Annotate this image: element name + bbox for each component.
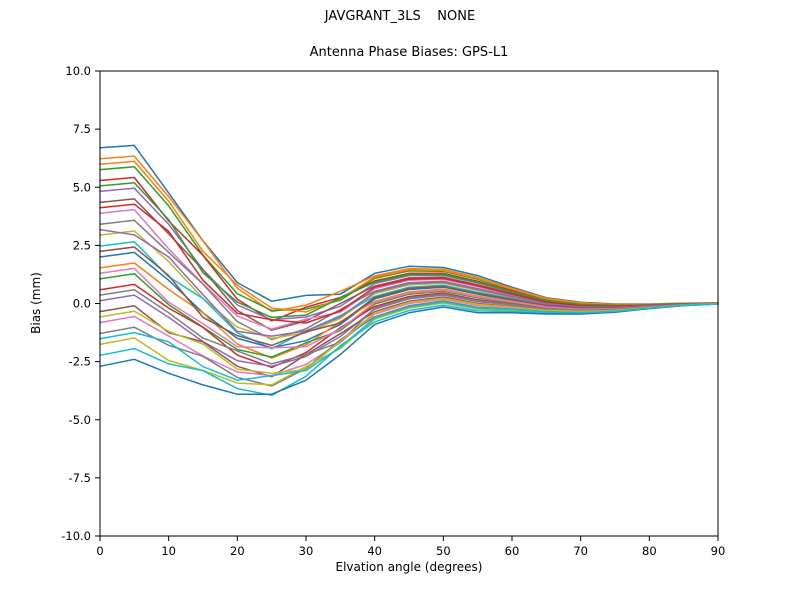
series-line-bias-19 <box>99 302 719 386</box>
x-tick-label: 70 <box>573 544 588 558</box>
x-tick-label: 90 <box>711 544 726 558</box>
series-line-bias-14 <box>99 283 719 369</box>
x-tick-label: 20 <box>230 544 245 558</box>
x-tick-label: 0 <box>96 544 103 558</box>
series-line-bias-24 <box>99 203 719 324</box>
y-tick-label: -2.5 <box>69 355 91 369</box>
series-line-bias-26 <box>99 246 719 347</box>
series-line-bias-29 <box>99 297 719 375</box>
y-tick-label: 7.5 <box>73 122 91 136</box>
x-tick-label: 60 <box>505 544 520 558</box>
series-line-bias-18 <box>99 300 719 387</box>
y-tick-label: 0.0 <box>73 297 91 311</box>
y-tick-label: -10.0 <box>61 529 91 543</box>
y-tick-label: -5.0 <box>69 413 91 427</box>
x-tick-label: 10 <box>161 544 176 558</box>
y-tick-label: 2.5 <box>73 238 91 252</box>
y-axis-label: Bias (mm) <box>29 272 43 334</box>
series-line-bias-30 <box>99 301 719 381</box>
series-line-bias-23 <box>99 182 719 319</box>
series-line-bias-05 <box>99 187 719 321</box>
series-line-bias-13 <box>99 272 719 358</box>
x-tick-label: 50 <box>436 544 451 558</box>
x-axis-label: Elvation angle (degrees) <box>335 560 483 574</box>
y-tick-label: -7.5 <box>69 471 91 485</box>
series-line-bias-28 <box>99 289 719 365</box>
y-tick-label: 10.0 <box>65 64 91 78</box>
figure-suptitle: JAVGRANT_3LS NONE <box>324 9 476 24</box>
x-tick-label: 40 <box>367 544 382 558</box>
x-tick-label: 30 <box>299 544 314 558</box>
y-tick-label: 5.0 <box>73 180 91 194</box>
x-tick-label: 80 <box>642 544 657 558</box>
series-line-bias-21 <box>99 303 719 395</box>
axes-title: Antenna Phase Biases: GPS-L1 <box>309 45 509 60</box>
